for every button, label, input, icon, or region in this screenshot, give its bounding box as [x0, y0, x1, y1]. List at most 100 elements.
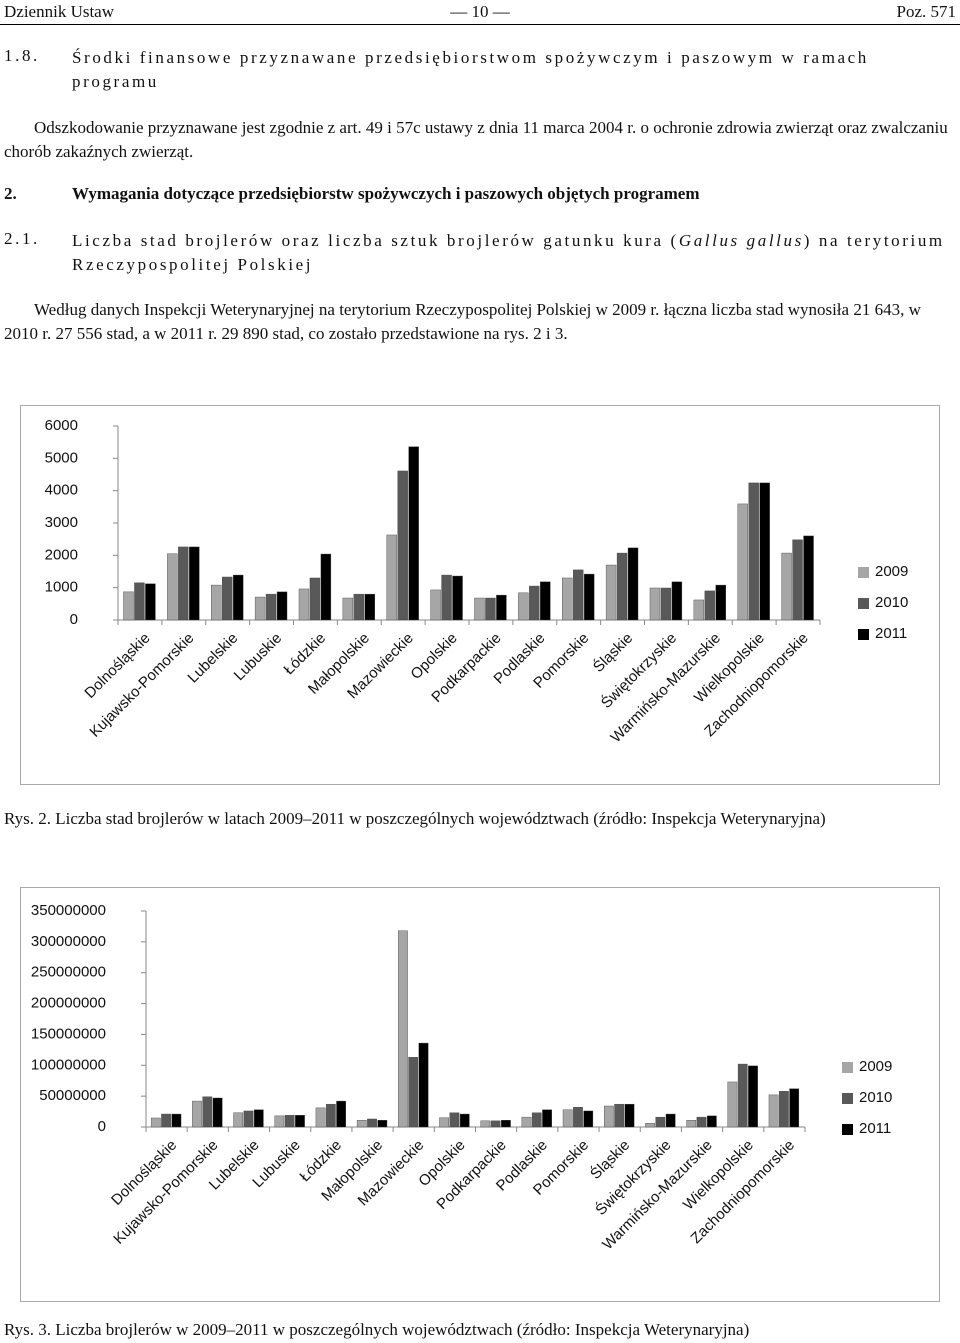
title-text: ) na terytorium Rzeczypospolitej Polskie…	[72, 231, 945, 274]
bar	[562, 1109, 573, 1128]
paragraph: Odszkodowanie przyznawane jest zgodnie z…	[4, 118, 948, 161]
caption: Rys. 2. Liczba stad brojlerów w latach 2…	[4, 809, 826, 828]
section-title: Wymagania dotyczące przedsiębiorstw spoż…	[72, 184, 700, 203]
legend-label: 2009	[859, 1058, 892, 1075]
bar	[542, 1109, 552, 1128]
bar	[768, 1094, 779, 1128]
bar	[759, 482, 770, 621]
legend-swatch	[842, 1062, 853, 1073]
y-tick-label: 50000000	[39, 1087, 106, 1104]
bar	[573, 1107, 583, 1128]
header-right: Poz. 571	[896, 2, 957, 21]
bar	[521, 1116, 532, 1128]
header-center: — 10 —	[450, 2, 510, 21]
bar	[624, 1103, 635, 1128]
y-tick-label: 0	[98, 1118, 106, 1135]
paragraph: Według danych Inspekcji Weterynaryjnej n…	[4, 300, 921, 343]
bar	[397, 470, 408, 621]
bar	[562, 577, 573, 621]
bar	[540, 581, 551, 621]
bar	[408, 446, 419, 621]
bar	[243, 1110, 254, 1128]
bar	[727, 1081, 738, 1128]
y-tick-label: 300000000	[31, 933, 106, 950]
bar	[353, 593, 364, 621]
bar	[408, 1057, 419, 1128]
bar	[803, 535, 814, 621]
bar	[232, 574, 244, 621]
bar	[212, 1097, 223, 1128]
section-title: Środki finansowe przyznawane przedsiębio…	[72, 48, 869, 91]
section-number: 1.8.	[4, 46, 40, 65]
bar	[779, 1091, 789, 1128]
bar	[189, 546, 200, 621]
bar	[222, 576, 233, 621]
bar	[134, 582, 145, 621]
bar	[645, 1123, 655, 1128]
legend-label: 2009	[875, 563, 908, 580]
bar	[298, 588, 310, 621]
bar	[253, 1109, 264, 1128]
bar	[706, 1115, 717, 1128]
y-tick-label: 1000	[45, 579, 78, 596]
bar	[704, 590, 715, 621]
y-tick-label: 100000000	[31, 1056, 106, 1073]
bar	[309, 577, 321, 621]
bar	[665, 1113, 676, 1128]
bar	[616, 552, 628, 621]
bar	[254, 596, 266, 621]
bar	[367, 1118, 377, 1128]
chart: 0100020003000400050006000DolnośląskieKuj…	[20, 405, 940, 785]
bar	[529, 585, 540, 621]
bar	[161, 1113, 171, 1128]
bar	[211, 584, 222, 621]
bar	[364, 593, 375, 621]
bar	[274, 1115, 285, 1128]
bar	[320, 553, 332, 621]
bar	[531, 1112, 542, 1128]
bar	[336, 1100, 346, 1128]
bar	[167, 553, 178, 621]
legend-label: 2010	[859, 1089, 892, 1106]
chart-frame	[20, 887, 940, 1302]
bar	[284, 1115, 295, 1128]
bar	[583, 1110, 594, 1128]
y-tick-label: 4000	[45, 482, 78, 499]
bar	[315, 1107, 326, 1128]
bar	[233, 1112, 244, 1128]
legend-swatch	[842, 1093, 853, 1104]
bar	[386, 534, 397, 621]
bar	[441, 574, 452, 621]
bar	[356, 1120, 367, 1128]
y-tick-label: 250000000	[31, 964, 106, 981]
y-tick-label: 5000	[45, 449, 78, 466]
section-number: 2.1.	[4, 229, 40, 248]
bar	[660, 587, 672, 621]
bar	[150, 1117, 161, 1128]
bar	[265, 593, 277, 621]
bar	[398, 930, 408, 1128]
bar	[202, 1096, 213, 1128]
bar	[325, 1103, 336, 1128]
caption: Rys. 3. Liczba brojlerów w 2009–2011 w p…	[4, 1320, 750, 1339]
bar	[792, 539, 803, 621]
chart: 0 50000000 100000000 150000000 200000000 2500…	[20, 887, 940, 1302]
legend-label: 2010	[875, 594, 908, 611]
legend-swatch	[858, 598, 869, 609]
y-tick-label: 3000	[45, 514, 78, 531]
bar	[781, 552, 792, 621]
y-tick-label: 0	[70, 611, 78, 628]
bar	[171, 1113, 182, 1128]
x-tick-label: Świętokrzyskie	[597, 629, 680, 712]
bar	[439, 1117, 449, 1128]
bar	[295, 1115, 305, 1128]
title-text: Liczba stad brojlerów oraz liczba sztuk …	[72, 231, 679, 250]
bar	[178, 546, 189, 621]
bar	[342, 597, 354, 621]
y-tick-label: 200000000	[31, 995, 106, 1012]
section-title: Liczba stad brojlerów oraz liczba sztuk …	[72, 229, 952, 277]
bar	[748, 1065, 758, 1128]
bar	[490, 1120, 501, 1128]
title-italic: Gallus gallus	[678, 231, 804, 250]
